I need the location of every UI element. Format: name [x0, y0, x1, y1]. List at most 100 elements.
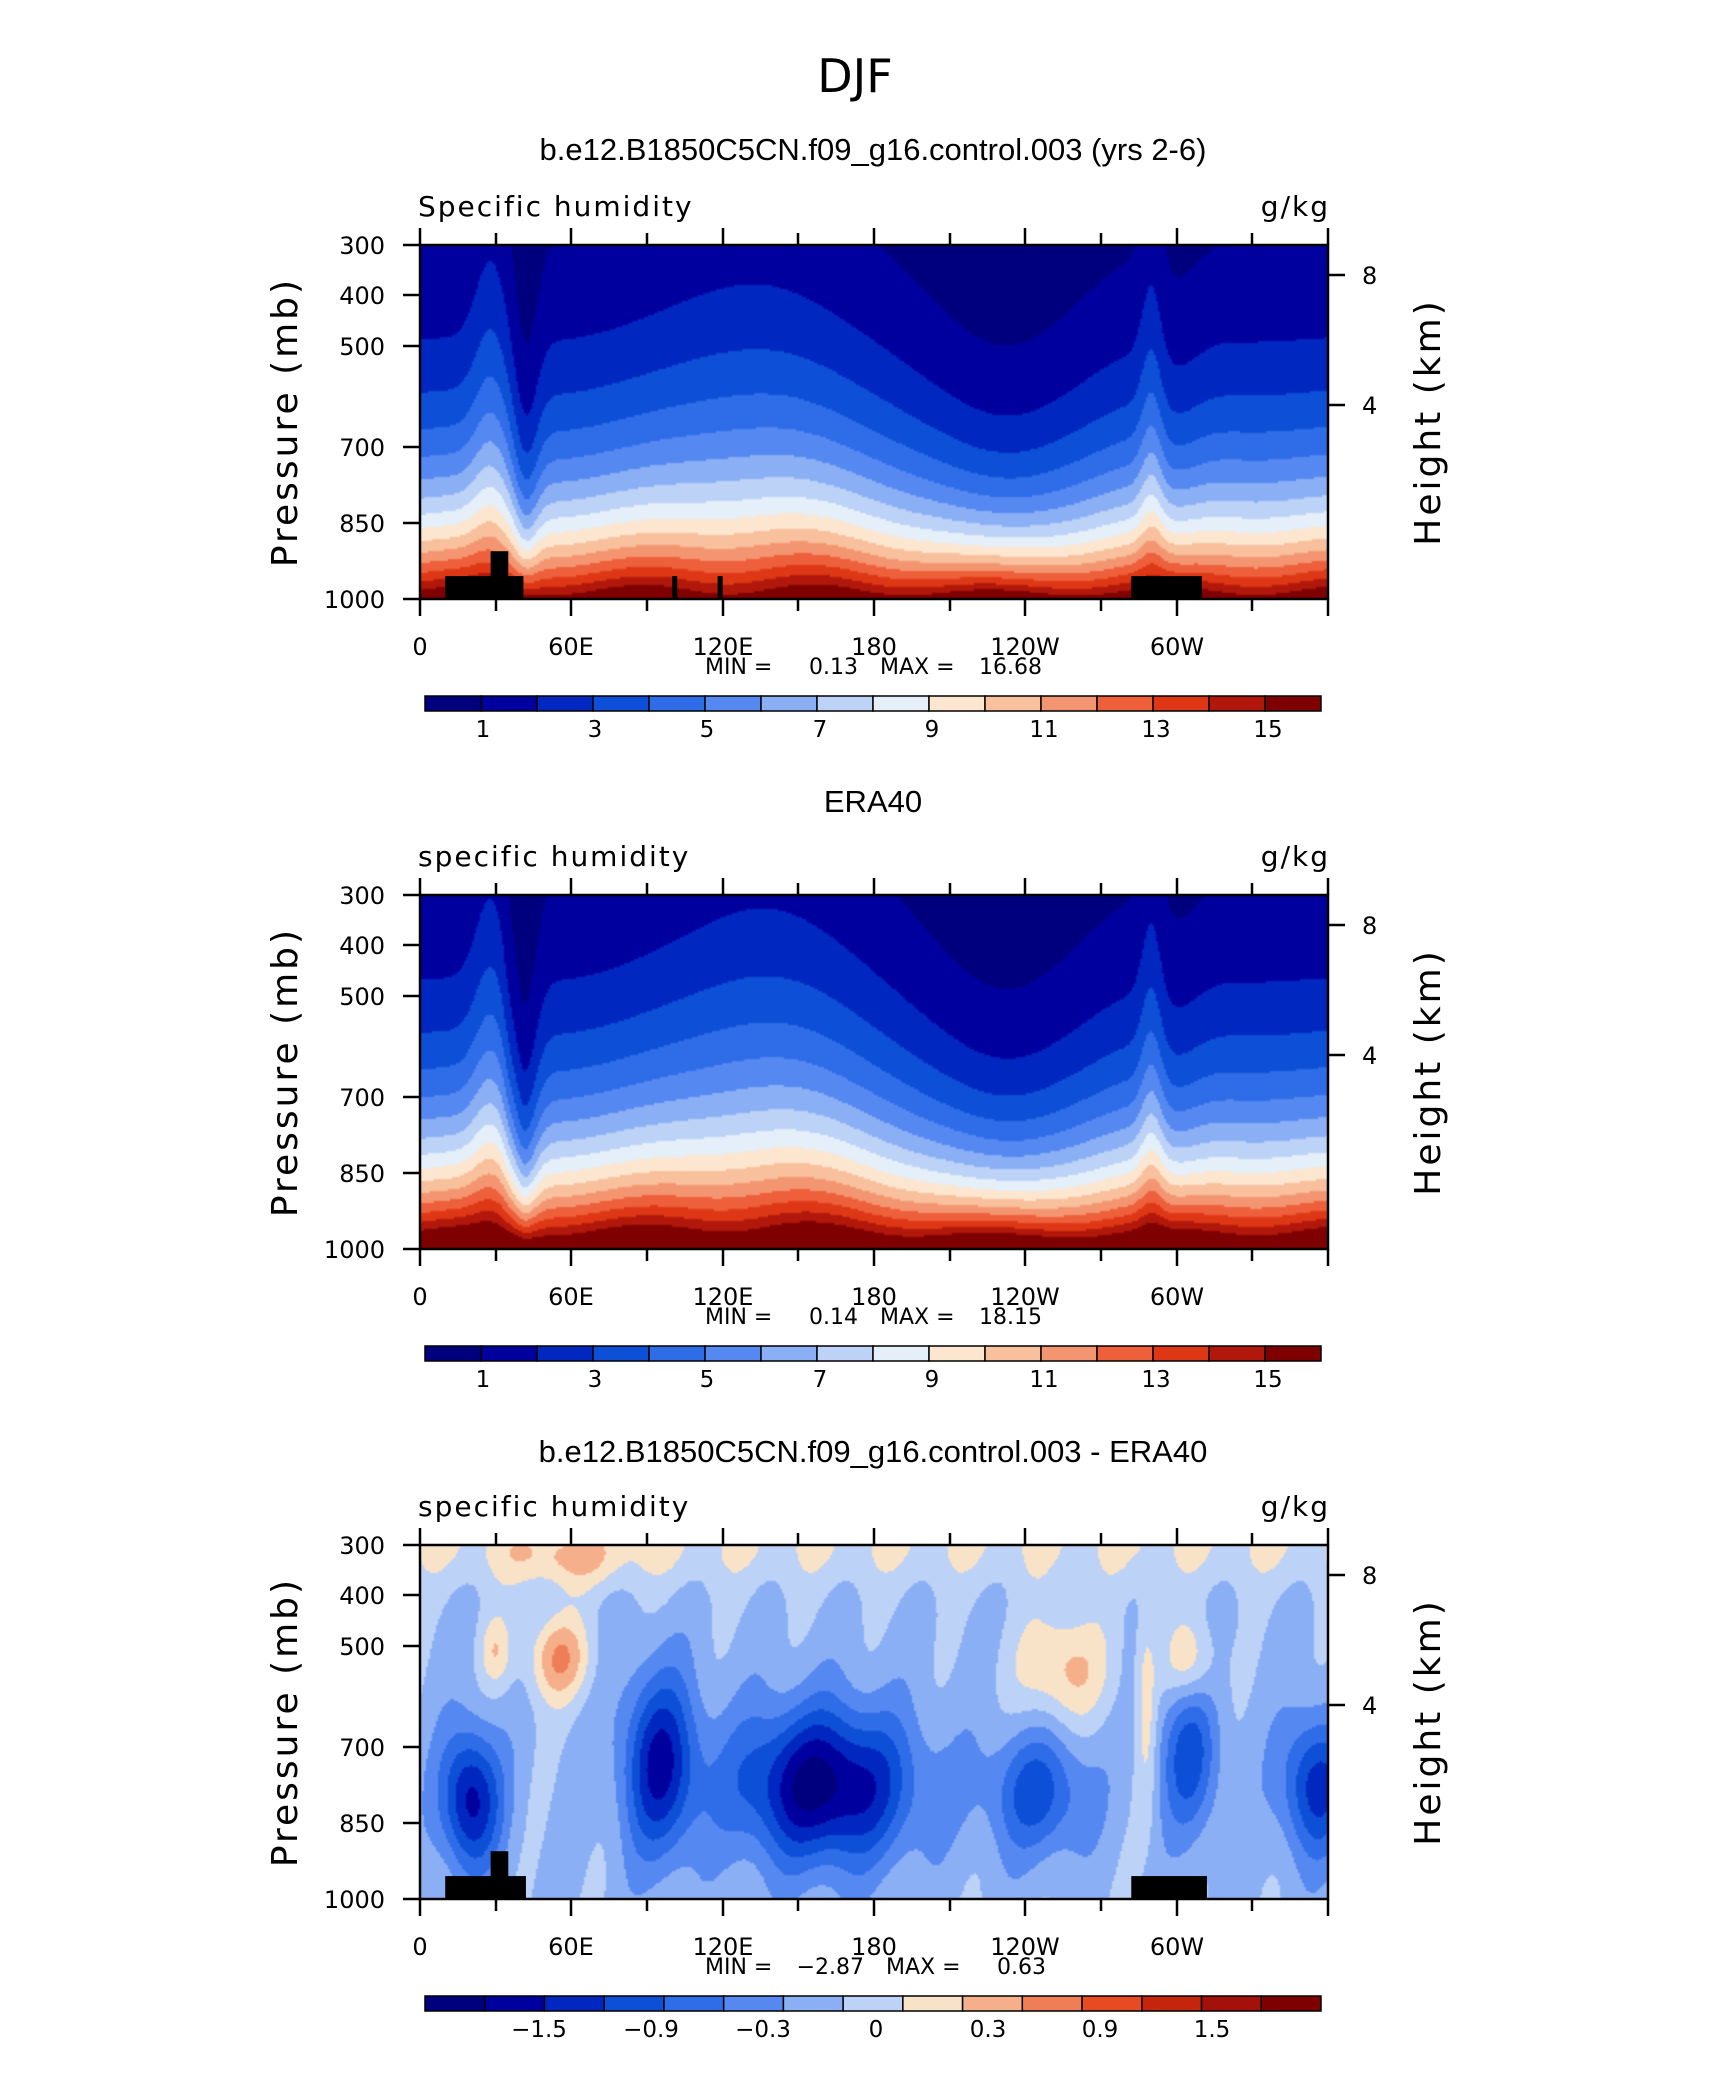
colorbar-label: 7	[813, 1367, 828, 1393]
colorbar-swatch	[928, 1345, 986, 1362]
x-tick-label: 60E	[548, 633, 594, 661]
colorbar-swatch	[842, 1995, 904, 2012]
colorbar-swatch	[1152, 1345, 1210, 1362]
colorbar-swatch	[1264, 1345, 1322, 1362]
x-tick-label: 180	[851, 633, 897, 661]
panel-1-plot: 300 400 500 700 850 1000 8 4 0 60E 120E …	[265, 228, 1449, 680]
y-tick-label: 400	[339, 932, 385, 960]
colorbar-label: 11	[1029, 1367, 1058, 1393]
panel-3-plot: 300 400 500 700 850 1000 8 4 0 60E 120E …	[265, 1528, 1449, 1980]
x-tick-label: 60E	[548, 1933, 594, 1961]
panel-3-y-tick-labels: 300 400 500 700 850 1000	[324, 1532, 385, 1914]
mountain-mask	[717, 576, 723, 599]
colorbar-swatch	[1040, 695, 1098, 712]
y-tick-label: 300	[339, 882, 385, 910]
panel-2-ticks	[403, 878, 1345, 1266]
x-tick-label: 180	[851, 1283, 897, 1311]
colorbar-swatch	[984, 695, 1042, 712]
colorbar-swatch	[984, 1345, 1042, 1362]
panel-2: ERA40 specific humidity g/kg 300 400 500…	[265, 784, 1449, 1393]
y-tick-label: 850	[339, 1810, 385, 1838]
colorbar-label: −0.3	[735, 2017, 791, 2043]
panel-1-left-label: Specific humidity	[418, 190, 694, 223]
panel-3-units: g/kg	[1261, 1490, 1330, 1523]
panel-1-contour-field	[420, 245, 1328, 599]
max-label: MAX =	[880, 655, 955, 680]
panel-3-right-axis-title: Height (km)	[1408, 1598, 1449, 1845]
y-tick-label: 700	[339, 1084, 385, 1112]
colorbar-swatch	[663, 1995, 725, 2012]
colorbar-label: 1	[476, 717, 491, 743]
y-tick-label: 700	[339, 1734, 385, 1762]
max-label: MAX =	[880, 1305, 955, 1330]
y-tick-label: 300	[339, 232, 385, 260]
colorbar-swatch	[424, 1345, 482, 1362]
colorbar-label: 13	[1141, 1367, 1170, 1393]
x-tick-label: 60W	[1150, 633, 1204, 661]
panel-3: b.e12.B1850C5CN.f09_g16.control.003 - ER…	[265, 1434, 1449, 2043]
height-tick-label: 4	[1362, 392, 1377, 420]
colorbar-swatch	[1200, 1995, 1263, 2012]
x-tick-label: 0	[412, 1933, 427, 1961]
colorbar-label: −0.9	[623, 2017, 679, 2043]
y-tick-label: 700	[339, 434, 385, 462]
colorbar-label: 0.9	[1082, 2017, 1119, 2043]
panel-1-units: g/kg	[1261, 190, 1330, 223]
min-label: MIN =	[705, 1305, 772, 1330]
colorbar-swatch	[1040, 1345, 1098, 1362]
x-tick-label: 180	[851, 1933, 897, 1961]
max-label: MAX =	[886, 1955, 961, 1980]
panel-1-y-tick-labels: 300 400 500 700 850 1000	[324, 232, 385, 614]
panel-3-ticks	[403, 1528, 1345, 1916]
colorbar-swatch	[480, 695, 538, 712]
colorbar-label: 15	[1253, 1367, 1282, 1393]
colorbar-swatch	[722, 1995, 785, 2012]
panel-2-x-tick-labels: 0 60E 120E 180 120W 60W	[412, 1283, 1204, 1311]
colorbar-swatch	[480, 1345, 538, 1362]
panel-2-right-axis-title: Height (km)	[1408, 948, 1449, 1195]
colorbar-swatch	[704, 695, 762, 712]
panel-2-min-max: MIN = 0.14 MAX = 18.15	[705, 1305, 1042, 1330]
colorbar-label: 11	[1029, 717, 1058, 743]
x-tick-label: 60W	[1150, 1933, 1204, 1961]
colorbar-swatch	[816, 695, 874, 712]
panel-2-left-label: specific humidity	[418, 840, 690, 873]
panel-3-contour-field	[420, 1545, 1328, 1899]
panel-2-title: ERA40	[824, 784, 922, 819]
y-tick-label: 500	[339, 983, 385, 1011]
colorbar-label: 15	[1253, 717, 1282, 743]
panel-2-colorbar	[424, 1345, 1322, 1362]
panel-2-colorbar-labels: 1 3 5 7 9 11 13 15	[476, 1367, 1283, 1393]
x-tick-label: 120W	[990, 1933, 1060, 1961]
max-value: 0.63	[997, 1955, 1046, 1980]
panel-2-contour-field	[420, 895, 1328, 1249]
y-tick-label: 400	[339, 282, 385, 310]
x-tick-label: 60W	[1150, 1283, 1204, 1311]
colorbar-swatch	[1208, 1345, 1266, 1362]
panel-3-min-max: MIN = −2.87 MAX = 0.63	[705, 1955, 1046, 1980]
min-label: MIN =	[705, 655, 772, 680]
panel-1: b.e12.B1850C5CN.f09_g16.control.003 (yrs…	[265, 132, 1449, 743]
colorbar-swatch	[961, 1995, 1024, 2012]
x-tick-label: 0	[412, 1283, 427, 1311]
colorbar-swatch	[424, 1995, 486, 2012]
x-tick-label: 120E	[693, 1283, 754, 1311]
colorbar-label: 3	[588, 1367, 603, 1393]
x-tick-label: 120E	[693, 633, 754, 661]
min-value: 0.13	[809, 655, 858, 680]
colorbar-swatch	[1096, 1345, 1154, 1362]
y-tick-label: 1000	[324, 1236, 385, 1264]
height-tick-label: 4	[1362, 1042, 1377, 1070]
panel-3-left-label: specific humidity	[418, 1490, 690, 1523]
panel-2-units: g/kg	[1261, 840, 1330, 873]
colorbar-label: 5	[700, 1367, 715, 1393]
colorbar-swatch	[592, 695, 650, 712]
panel-1-y-axis-title: Pressure (mb)	[265, 277, 306, 567]
panel-1-mountains	[445, 551, 1202, 599]
panel-1-x-tick-labels: 0 60E 120E 180 120W 60W	[412, 633, 1204, 661]
max-value: 18.15	[979, 1305, 1042, 1330]
panel-1-min-max: MIN = 0.13 MAX = 16.68	[705, 655, 1042, 680]
x-tick-label: 0	[412, 633, 427, 661]
y-tick-label: 500	[339, 333, 385, 361]
